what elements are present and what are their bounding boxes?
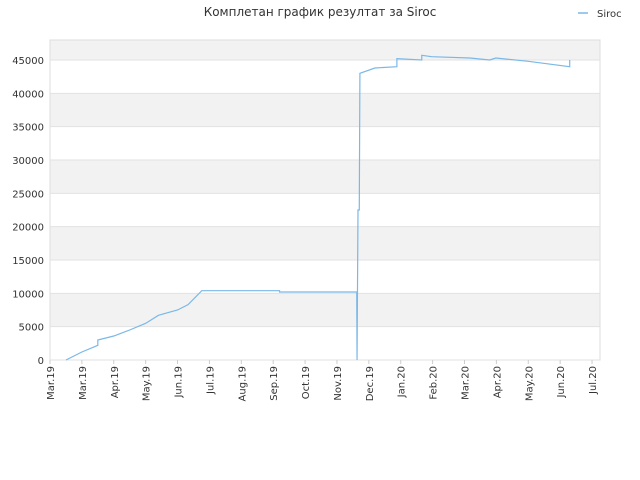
grid-band [50, 160, 600, 194]
x-tick-label: May.20 [524, 366, 535, 401]
y-tick-label: 30000 [12, 156, 44, 167]
x-tick-label: Apr.19 [110, 366, 121, 398]
x-tick-label: Nov.19 [333, 366, 344, 401]
y-tick-label: 20000 [12, 223, 44, 234]
x-tick-label: Aug.19 [237, 366, 248, 401]
grid-band [50, 40, 600, 60]
y-tick-label: 25000 [12, 189, 44, 200]
x-tick-label: Dec.19 [365, 366, 376, 401]
y-tick-label: 5000 [19, 323, 44, 334]
x-tick-label: Jun.20 [556, 366, 567, 399]
legend-label: Siroc [597, 9, 622, 20]
y-tick-label: 45000 [12, 56, 44, 67]
y-tick-label: 40000 [12, 89, 44, 100]
x-tick-label: Sep.19 [269, 366, 280, 401]
x-tick-label: Oct.19 [301, 366, 312, 399]
grid-band [50, 226, 600, 260]
chart-title: Комплетан график резултат за Siroc [204, 5, 437, 19]
grid-band [50, 293, 600, 327]
x-tick-label: Apr.20 [492, 366, 503, 398]
x-tick-label: Jan.20 [397, 366, 408, 398]
x-tick-label: Mar.19 [78, 366, 89, 400]
x-tick-label: Jul.20 [588, 366, 599, 395]
x-tick-label: Jun.19 [174, 366, 185, 399]
grid-band [50, 93, 600, 127]
x-tick-label: Feb.20 [429, 366, 440, 400]
y-tick-label: 35000 [12, 123, 44, 134]
x-tick-label: May.19 [142, 366, 153, 401]
y-tick-label: 0 [38, 356, 44, 367]
x-tick-label: Mar.20 [460, 366, 471, 400]
y-tick-label: 15000 [12, 256, 44, 267]
x-tick-label: Mar.19 [46, 366, 57, 400]
data-line [65, 54, 571, 361]
x-tick-label: Jul.19 [205, 366, 216, 395]
y-tick-label: 10000 [12, 289, 44, 300]
